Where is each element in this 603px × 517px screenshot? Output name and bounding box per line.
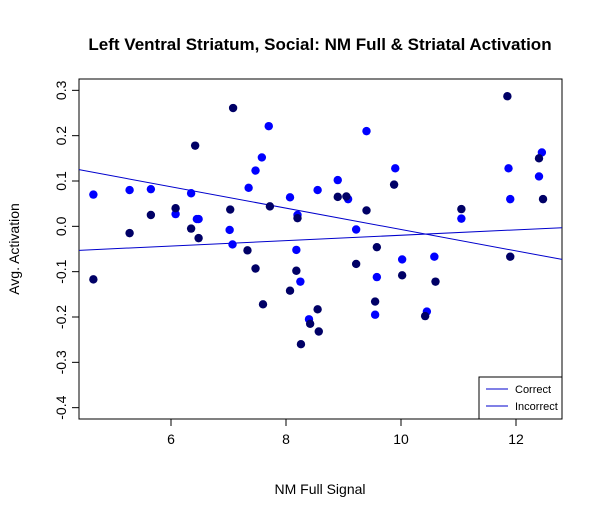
point-incorrect [265, 202, 275, 211]
x-tick-label: 12 [508, 431, 524, 447]
point-incorrect [146, 210, 156, 220]
point-incorrect [243, 246, 252, 255]
point-incorrect [362, 206, 371, 215]
point-incorrect [285, 286, 295, 295]
point-correct [285, 193, 295, 202]
point-correct [534, 172, 544, 181]
point-correct [146, 184, 156, 194]
point-correct [171, 209, 180, 219]
fit-line-correct [78, 169, 563, 260]
legend: Correct Incorrect [478, 376, 563, 420]
y-tick-label: -0.3 [53, 350, 69, 374]
point-incorrect [506, 252, 515, 261]
point-incorrect [194, 233, 203, 243]
y-axis-label: Avg. Activation [6, 203, 22, 295]
fit-lines [78, 169, 563, 260]
point-correct [372, 272, 382, 282]
y-tick-label: -0.2 [53, 305, 69, 329]
point-incorrect [503, 92, 512, 101]
x-tick-label: 6 [167, 431, 175, 447]
x-axis-label: NM Full Signal [274, 481, 365, 497]
point-correct [333, 175, 342, 185]
legend-box [478, 376, 563, 420]
point-correct [264, 121, 273, 131]
point-incorrect [293, 213, 302, 223]
data-points [89, 92, 548, 349]
point-incorrect [342, 192, 351, 201]
legend-label-incorrect: Incorrect [515, 401, 558, 413]
point-correct [370, 310, 380, 319]
point-incorrect [333, 192, 342, 202]
point-incorrect [431, 277, 440, 286]
x-axis: 6 8 10 12 [167, 419, 524, 447]
point-correct [351, 225, 361, 234]
x-tick-label: 8 [282, 431, 290, 447]
point-correct [391, 164, 400, 173]
point-incorrect [305, 319, 315, 328]
point-incorrect [292, 266, 301, 275]
point-correct [244, 183, 253, 192]
y-tick-label: 0.3 [53, 80, 69, 100]
point-incorrect [314, 327, 323, 336]
point-correct [313, 185, 322, 195]
point-incorrect [171, 204, 180, 213]
point-correct [257, 153, 267, 162]
point-correct [251, 166, 260, 175]
point-incorrect [397, 271, 407, 280]
y-tick-label: -0.1 [53, 259, 69, 283]
point-incorrect [296, 340, 306, 349]
point-incorrect [226, 205, 235, 214]
y-tick-label: 0.2 [53, 126, 69, 146]
point-correct [506, 194, 515, 204]
point-incorrect [370, 297, 380, 306]
point-incorrect [190, 141, 200, 150]
point-correct [228, 240, 237, 249]
chart-title: Left Ventral Striatum, Social: NM Full &… [88, 35, 551, 54]
point-incorrect [534, 154, 544, 163]
point-correct [89, 190, 98, 199]
point-incorrect [538, 194, 548, 204]
point-incorrect [372, 242, 382, 252]
point-incorrect [258, 300, 268, 309]
point-correct [225, 225, 234, 235]
y-tick-label: 0.1 [53, 171, 69, 191]
point-incorrect [125, 228, 134, 238]
point-incorrect [89, 275, 98, 284]
point-incorrect [351, 259, 361, 269]
point-correct [362, 126, 371, 136]
point-correct [430, 252, 439, 261]
point-correct [186, 189, 196, 198]
y-tick-label: -0.4 [53, 395, 69, 419]
point-correct [292, 245, 301, 255]
fit-line-incorrect [78, 227, 563, 251]
y-axis: -0.4 -0.3 -0.2 -0.1 0.0 0.1 0.2 0.3 [53, 80, 79, 420]
plot-frame [78, 78, 563, 420]
point-incorrect [251, 264, 260, 273]
point-correct [296, 277, 305, 286]
point-incorrect [420, 311, 430, 321]
point-incorrect [186, 224, 196, 233]
point-correct [457, 214, 466, 223]
point-correct [397, 255, 407, 264]
point-correct [125, 185, 134, 195]
point-incorrect [313, 305, 322, 314]
point-incorrect [457, 204, 466, 214]
point-incorrect [389, 180, 399, 189]
x-tick-label: 10 [393, 431, 409, 447]
point-incorrect [228, 103, 238, 113]
y-tick-label: 0.0 [53, 216, 69, 236]
point-correct [504, 164, 513, 173]
legend-label-correct: Correct [515, 384, 551, 396]
point-correct [194, 214, 203, 224]
